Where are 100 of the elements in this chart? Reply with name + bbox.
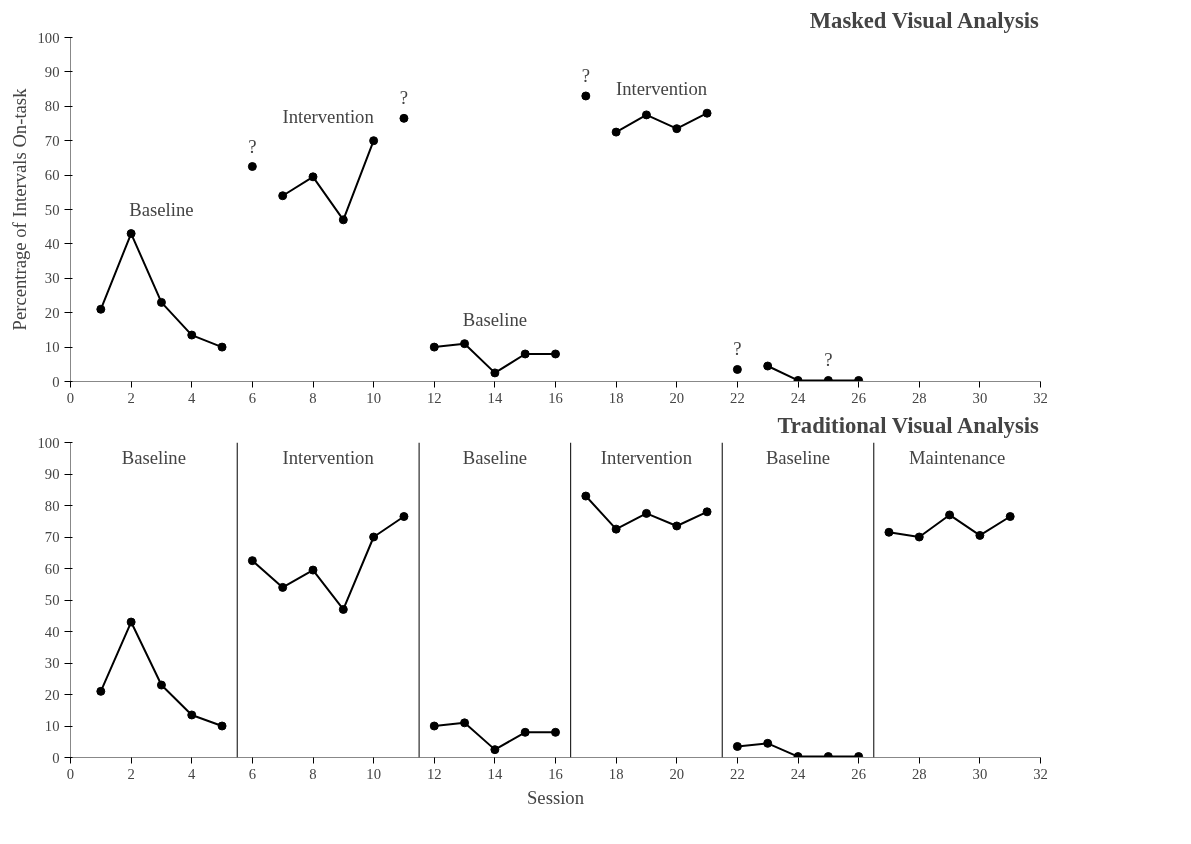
x-tick-label: 2	[127, 389, 135, 406]
y-tick-label: 90	[44, 466, 60, 482]
point	[247, 162, 257, 171]
y-tick-label: 80	[44, 497, 60, 514]
x-axis-title: Session	[526, 786, 585, 808]
x-tick-label: 2	[127, 765, 135, 782]
x-tick-label: 0	[66, 765, 75, 782]
point	[702, 507, 712, 517]
point	[156, 680, 166, 690]
point	[732, 741, 742, 751]
x-tick-label: 18	[608, 389, 624, 406]
x-tick-label: 20	[669, 765, 685, 782]
point	[399, 113, 409, 123]
series-label: Baseline	[129, 198, 194, 220]
point	[460, 718, 470, 728]
x-tick-label: 22	[730, 389, 745, 406]
y-tick-label: 100	[37, 434, 60, 451]
point	[945, 510, 955, 520]
x-tick-label: 12	[426, 765, 442, 782]
x-tick-label: 26	[851, 389, 866, 406]
y-tick-label: 30	[44, 655, 60, 671]
point	[308, 172, 318, 182]
x-tick-label: 14	[487, 765, 503, 782]
y-tick-label: 0	[52, 749, 60, 766]
y-tick-label: 20	[44, 686, 60, 703]
annotation: Intervention	[282, 446, 375, 468]
point	[1005, 512, 1015, 522]
point	[429, 721, 439, 731]
point	[490, 745, 500, 755]
point	[975, 530, 985, 540]
x-tick-label: 24	[790, 765, 806, 782]
point	[217, 342, 227, 352]
point	[490, 368, 500, 378]
y-tick-label: 90	[44, 63, 60, 80]
x-tick-label: 10	[366, 389, 381, 406]
point	[641, 508, 651, 518]
point	[672, 124, 682, 134]
point	[187, 330, 197, 340]
chart-title: Traditional Visual Analysis	[777, 412, 1040, 438]
series-label: Baseline	[462, 308, 527, 330]
annotation: Baseline	[765, 446, 831, 468]
annotation: ?	[733, 338, 742, 360]
point	[581, 491, 591, 501]
point	[399, 512, 409, 522]
series-label: Intervention	[616, 78, 708, 100]
x-tick-label: 6	[248, 765, 257, 782]
chart-title: Masked Visual Analysis	[809, 7, 1040, 33]
y-tick-label: 20	[44, 304, 60, 321]
point	[581, 91, 591, 101]
point	[96, 304, 106, 314]
x-tick-label: 28	[911, 765, 927, 782]
x-tick-label: 32	[1033, 389, 1048, 406]
point	[338, 604, 348, 614]
y-tick-label: 10	[44, 718, 60, 734]
x-tick-label: 4	[188, 389, 197, 406]
annotation: Maintenance	[908, 446, 1006, 468]
y-tick-label: 100	[37, 29, 60, 46]
point	[369, 532, 379, 542]
y-tick-label: 60	[44, 167, 60, 184]
x-tick-label: 26	[851, 765, 866, 782]
y-tick-label: 80	[44, 98, 60, 115]
x-tick-label: 10	[366, 765, 381, 782]
y-tick-label: 10	[44, 339, 60, 356]
point	[611, 127, 621, 137]
x-tick-label: 32	[1033, 765, 1048, 782]
point	[96, 686, 106, 696]
annotation: ?	[581, 64, 590, 86]
x-tick-label: 22	[730, 765, 745, 782]
x-tick-label: 30	[972, 389, 988, 406]
x-tick-label: 28	[911, 389, 927, 406]
x-tick-label: 12	[426, 389, 442, 406]
annotation: Baseline	[121, 446, 186, 468]
point	[732, 364, 742, 374]
y-tick-label: 60	[44, 560, 60, 577]
x-tick-label: 6	[248, 389, 257, 406]
point	[520, 349, 530, 359]
point	[460, 339, 470, 349]
point	[369, 136, 379, 146]
y-tick-label: 30	[44, 270, 60, 287]
point	[278, 582, 288, 592]
x-tick-label: 20	[669, 389, 685, 406]
y-axis-title: Percentrage of Intervals On-task	[8, 87, 30, 331]
point	[247, 556, 257, 566]
point	[126, 229, 136, 239]
point	[641, 110, 651, 120]
annotation: ?	[248, 135, 257, 157]
series-label: Intervention	[282, 105, 375, 127]
point	[429, 342, 439, 352]
point	[338, 215, 348, 225]
y-tick-label: 70	[44, 529, 60, 545]
x-tick-label: 18	[608, 765, 624, 782]
y-tick-label: 40	[44, 623, 60, 640]
y-tick-label: 0	[52, 373, 60, 390]
point	[702, 108, 712, 118]
point	[672, 521, 682, 531]
point	[126, 617, 136, 627]
annotation: Baseline	[462, 446, 527, 468]
point	[793, 375, 803, 382]
point	[611, 524, 621, 534]
point	[914, 532, 924, 542]
